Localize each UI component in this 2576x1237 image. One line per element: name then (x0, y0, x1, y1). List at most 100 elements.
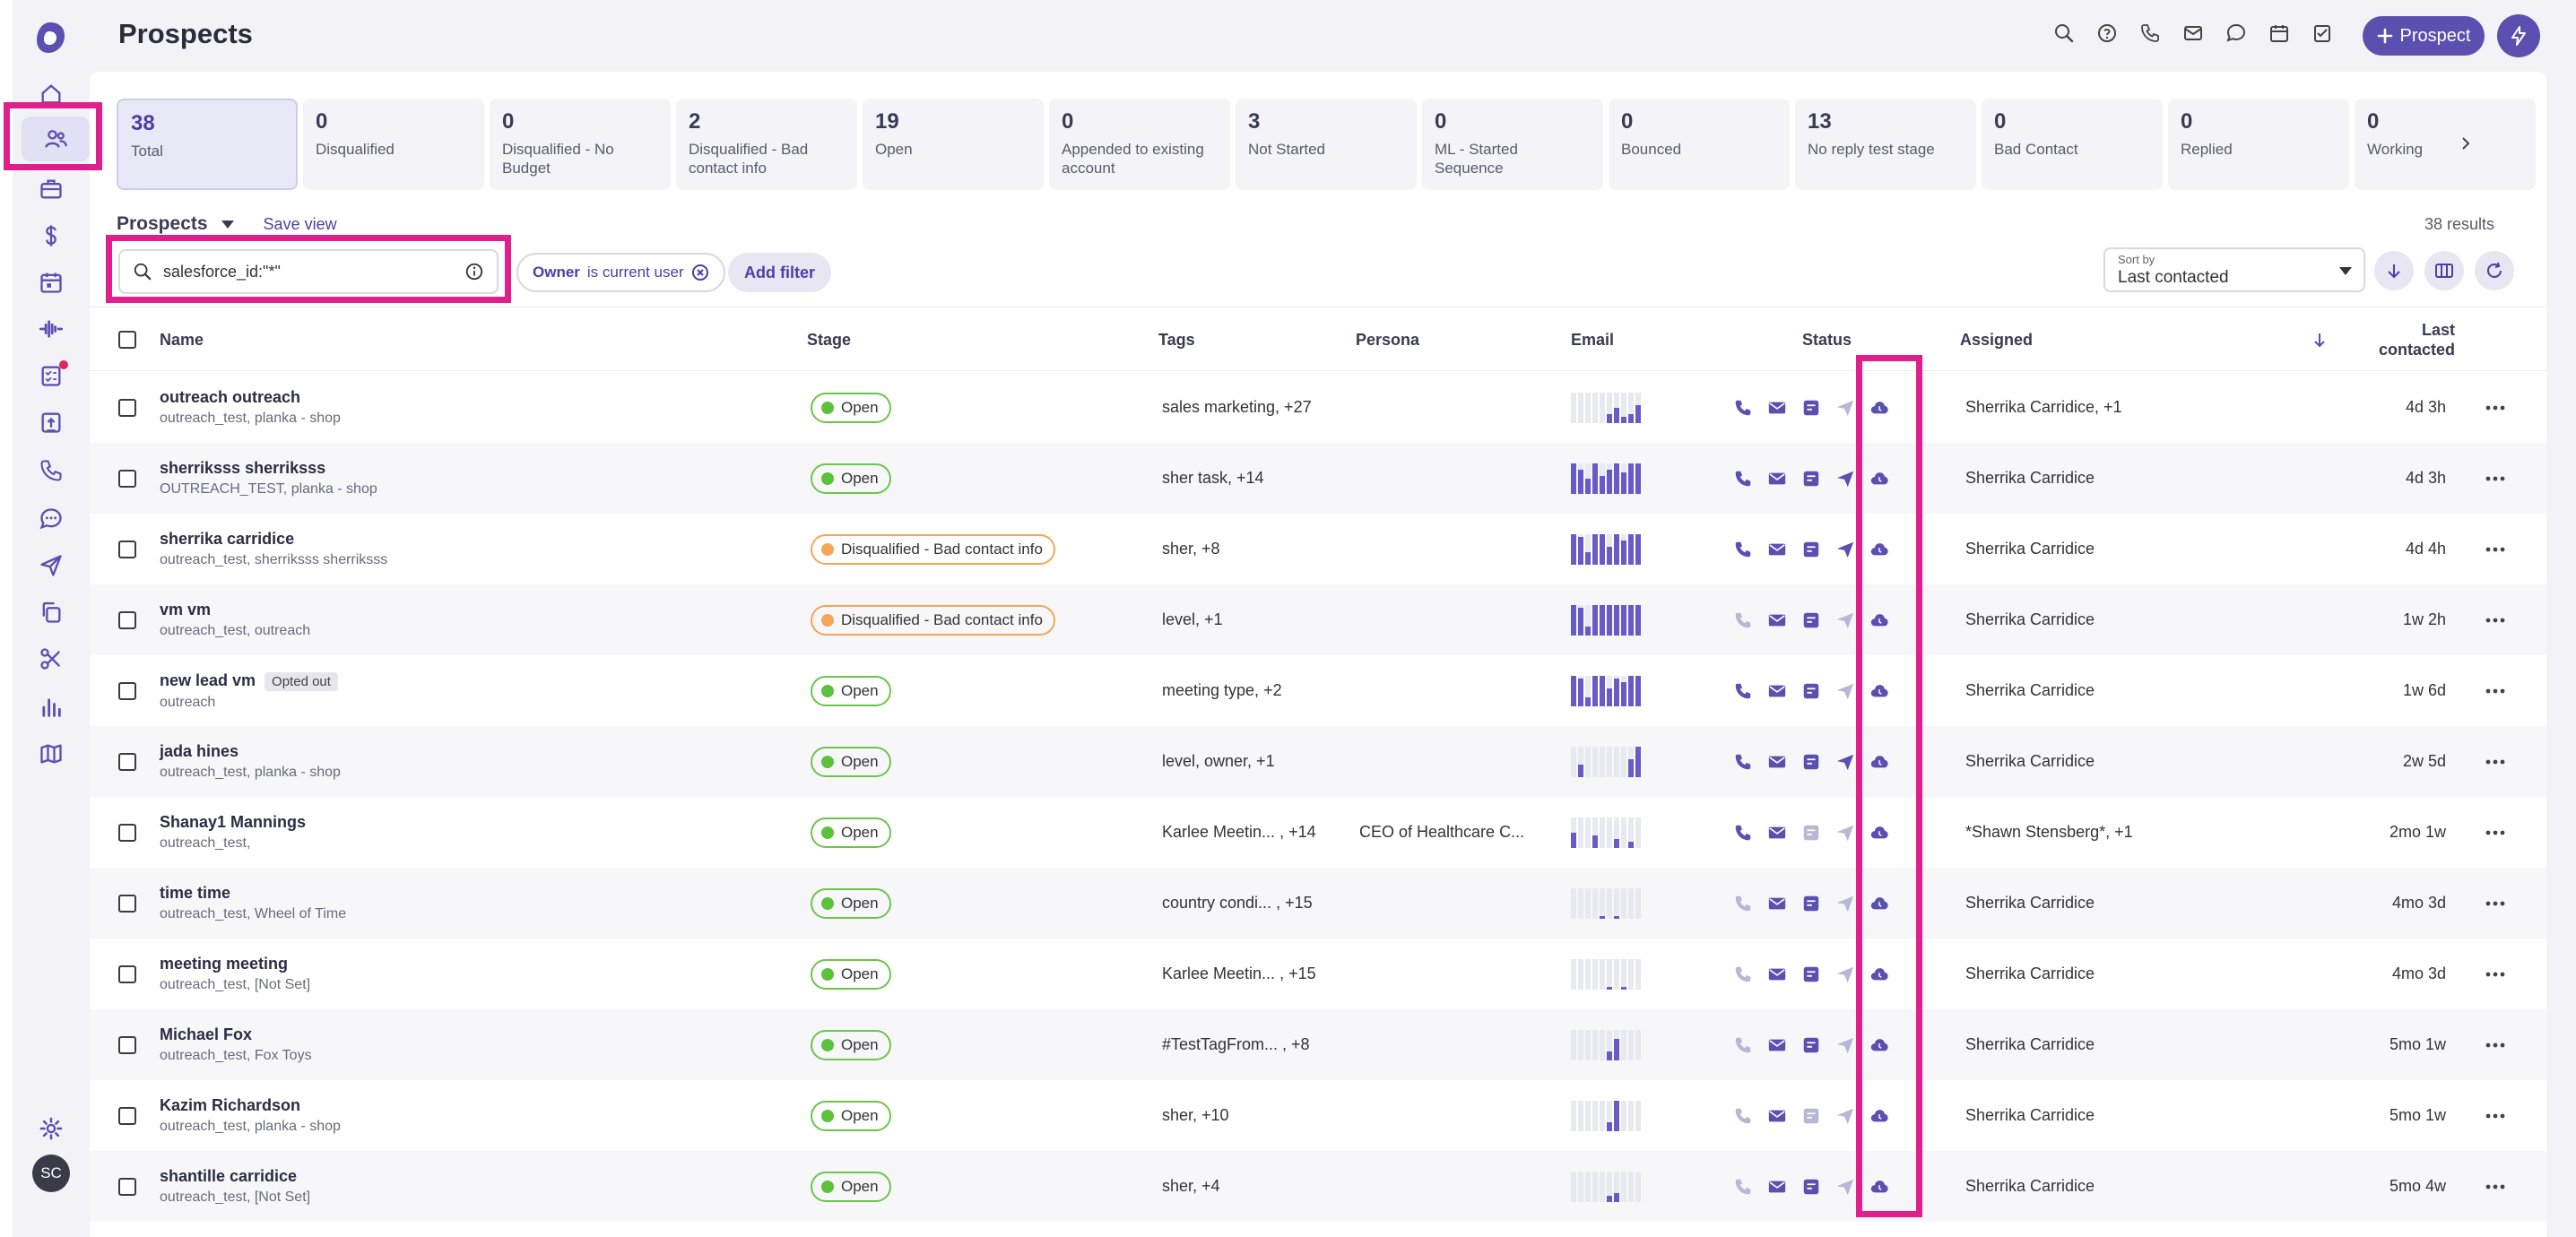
map-icon[interactable] (13, 731, 90, 776)
outreach-logo-icon[interactable] (32, 20, 68, 56)
status-phone-icon[interactable] (1730, 749, 1756, 774)
sort-select[interactable]: Sort by Last contacted (2103, 247, 2365, 292)
row-actions-button[interactable] (2482, 1080, 2509, 1151)
stage-badge[interactable]: Open (811, 463, 891, 494)
prospect-name[interactable]: vm vm (160, 601, 212, 618)
more-options-icon[interactable] (2482, 961, 2509, 988)
row-checkbox[interactable] (118, 1151, 136, 1222)
prospect-name-link[interactable]: meeting meeting (160, 955, 288, 973)
stage-cell[interactable]: Open (811, 939, 891, 1009)
status-salesforce-cloud-icon[interactable] (1867, 466, 1892, 491)
row-checkbox[interactable] (118, 868, 136, 939)
assigned-cell[interactable]: Sherrika Carridice (1965, 610, 2095, 628)
tags-cell[interactable]: #TestTagFrom... , +8 (1162, 1035, 1310, 1053)
tags-cell[interactable]: sher task, +14 (1162, 469, 1264, 487)
stage-tab[interactable]: 38 Total (117, 99, 298, 190)
status-email-icon[interactable] (1765, 395, 1790, 420)
status-task-icon[interactable] (1799, 891, 1824, 916)
status-task-icon[interactable] (1799, 466, 1824, 491)
status-phone-icon[interactable] (1730, 1174, 1756, 1199)
stage-cell[interactable]: Open (811, 655, 891, 726)
status-sequence-send-icon[interactable] (1833, 537, 1858, 562)
status-phone-icon[interactable] (1730, 1103, 1756, 1129)
col-stage[interactable]: Stage (807, 330, 852, 349)
prospect-name[interactable]: Kazim Richardson (160, 1096, 301, 1114)
status-phone-icon[interactable] (1730, 466, 1756, 491)
search-box[interactable] (118, 249, 499, 294)
status-task-icon[interactable] (1799, 962, 1824, 987)
calls-phone-icon[interactable] (13, 448, 90, 493)
row-actions-button[interactable] (2482, 1009, 2509, 1080)
search-icon[interactable] (2052, 22, 2076, 45)
assigned-cell[interactable]: Sherrika Carridice (1965, 681, 2095, 699)
reports-bar-chart-icon[interactable] (13, 685, 90, 730)
col-status[interactable]: Status (1802, 330, 1852, 349)
table-row[interactable]: meeting meeting outreach_test, [Not Set]… (90, 939, 2546, 1009)
stage-cell[interactable]: Open (811, 1151, 891, 1222)
more-options-icon[interactable] (2482, 394, 2509, 421)
more-options-icon[interactable] (2482, 1173, 2509, 1200)
stage-tab[interactable]: 0 ML - Started Sequence (1422, 99, 1603, 190)
add-prospect-button[interactable]: Prospect (2363, 16, 2485, 56)
calendar-icon[interactable] (13, 260, 90, 305)
row-checkbox[interactable] (118, 372, 136, 443)
tags-cell[interactable]: level, owner, +1 (1162, 752, 1275, 770)
table-row[interactable]: Michael Fox outreach_test, Fox Toys Open… (90, 1009, 2546, 1080)
status-salesforce-cloud-icon[interactable] (1867, 749, 1892, 774)
prospect-name[interactable]: time time (160, 884, 231, 902)
table-row[interactable]: Kazim Richardson outreach_test, planka -… (90, 1080, 2546, 1151)
more-options-icon[interactable] (2482, 890, 2509, 917)
status-email-icon[interactable] (1765, 537, 1790, 562)
row-checkbox[interactable] (118, 797, 136, 868)
view-name[interactable]: Prospects (117, 213, 208, 234)
tasks-icon[interactable] (2311, 22, 2334, 45)
status-salesforce-cloud-icon[interactable] (1867, 891, 1892, 916)
more-options-icon[interactable] (2482, 536, 2509, 563)
status-sequence-send-icon[interactable] (1833, 820, 1858, 845)
status-sequence-send-icon[interactable] (1833, 749, 1858, 774)
status-salesforce-cloud-icon[interactable] (1867, 1103, 1892, 1129)
status-salesforce-cloud-icon[interactable] (1867, 1174, 1892, 1199)
row-checkbox[interactable] (118, 1080, 136, 1151)
status-sequence-send-icon[interactable] (1833, 395, 1858, 420)
info-icon[interactable] (464, 262, 484, 281)
more-options-icon[interactable] (2482, 678, 2509, 705)
prospect-name-link[interactable]: Michael Fox (160, 1025, 252, 1044)
status-task-icon[interactable] (1799, 1033, 1824, 1058)
status-sequence-send-icon[interactable] (1833, 1103, 1858, 1129)
caret-down-icon[interactable] (221, 219, 235, 229)
stage-tab[interactable]: 0 Bad Contact (1982, 99, 2163, 190)
status-email-icon[interactable] (1765, 1103, 1790, 1129)
row-checkbox[interactable] (118, 443, 136, 514)
status-email-icon[interactable] (1765, 466, 1790, 491)
table-row[interactable]: sherrika carridice outreach_test, sherri… (90, 514, 2546, 584)
prospect-name[interactable]: shantille carridice (160, 1167, 298, 1185)
stage-badge[interactable]: Open (811, 675, 891, 706)
stage-cell[interactable]: Open (811, 1009, 891, 1080)
inbox-upload-icon[interactable] (13, 400, 90, 445)
more-options-icon[interactable] (2482, 819, 2509, 846)
prospect-name-link[interactable]: outreach outreach (160, 388, 300, 407)
stage-cell[interactable]: Open (811, 726, 891, 797)
stage-badge[interactable]: Disqualified - Bad contact info (811, 533, 1055, 565)
status-task-icon[interactable] (1799, 537, 1824, 562)
stage-tab[interactable]: 0 Disqualified - No Budget (490, 99, 671, 190)
row-actions-button[interactable] (2482, 372, 2509, 443)
prospect-name[interactable]: new lead vm (160, 670, 256, 689)
phone-icon[interactable] (2138, 22, 2162, 45)
stage-cell[interactable]: Disqualified - Bad contact info (811, 514, 1055, 584)
row-actions-button[interactable] (2482, 584, 2509, 655)
stage-badge[interactable]: Open (811, 817, 891, 848)
select-all-checkbox[interactable] (118, 307, 136, 372)
assigned-cell[interactable]: *Shawn Stensberg*, +1 (1965, 823, 2133, 841)
status-phone-icon[interactable] (1730, 962, 1756, 987)
tags-cell[interactable]: sher, +10 (1162, 1106, 1229, 1124)
more-options-icon[interactable] (2482, 1103, 2509, 1129)
prospect-name-link[interactable]: new lead vm Opted out (160, 671, 338, 691)
stage-cell[interactable]: Open (811, 443, 891, 514)
table-row[interactable]: shantille carridice outreach_test, [Not … (90, 1151, 2546, 1222)
status-sequence-send-icon[interactable] (1833, 1174, 1858, 1199)
stage-badge[interactable]: Open (811, 1171, 891, 1202)
tags-cell[interactable]: sher, +8 (1162, 540, 1220, 558)
owner-filter-chip[interactable]: Owner is current user (516, 253, 725, 292)
